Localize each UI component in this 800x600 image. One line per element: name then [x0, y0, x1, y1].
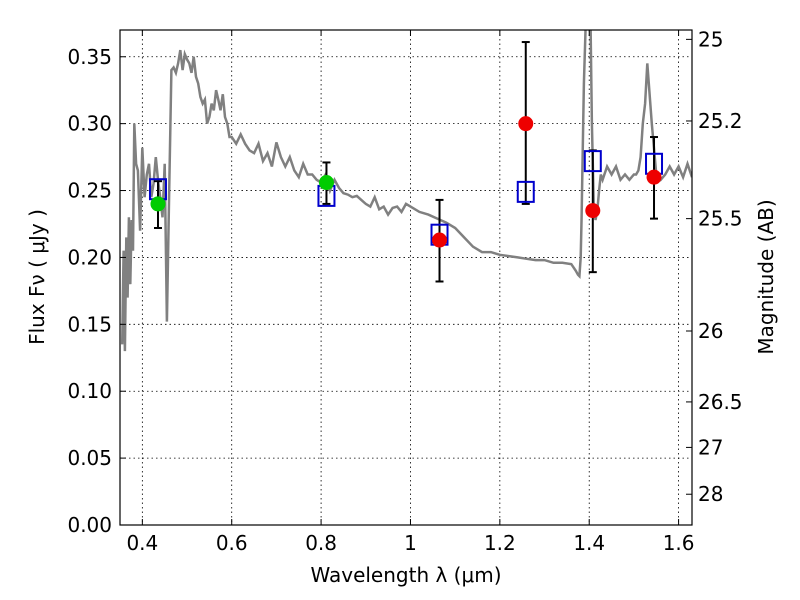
- axis-ticks: [120, 30, 692, 526]
- y2-tick-label: 25.5: [698, 207, 743, 231]
- y-axis-title: Flux Fν ( μJy ): [25, 209, 49, 345]
- y2-tick-label: 26: [698, 319, 723, 343]
- plot-area: [120, 30, 692, 352]
- spectrum-line: [120, 30, 692, 352]
- y-tick-label: 0.25: [67, 179, 112, 203]
- y-tick-label: 0.10: [67, 379, 112, 403]
- y-tick-label: 0.20: [67, 245, 112, 269]
- y-tick-label: 0.00: [67, 513, 112, 537]
- y2-axis-title: Magnitude (AB): [754, 199, 778, 354]
- x-tick-label: 0.4: [126, 531, 158, 555]
- red-point: [432, 232, 448, 248]
- x-tick-labels: 0.4 0.6 0.8 1 1.2 1.4 1.6: [126, 531, 694, 555]
- y-tick-labels: 0.00 0.05 0.10 0.15 0.20 0.25 0.30 0.35: [67, 45, 112, 537]
- x-tick-label: 0.8: [305, 531, 337, 555]
- x-tick-label: 1: [404, 531, 417, 555]
- x-tick-label: 0.6: [216, 531, 248, 555]
- y2-tick-labels: 25 25.2 25.5 26 26.5 27 28: [698, 27, 743, 506]
- data-points: [150, 116, 662, 248]
- x-tick-label: 1.2: [484, 531, 516, 555]
- y2-tick-label: 25.2: [698, 109, 743, 133]
- y2-tick-label: 28: [698, 482, 723, 506]
- green-point: [150, 196, 166, 212]
- plot-frame: [119, 29, 693, 526]
- y-tick-label: 0.15: [67, 312, 112, 336]
- red-point: [518, 116, 534, 132]
- x-tick-label: 1.4: [573, 531, 605, 555]
- green-point: [318, 175, 334, 191]
- y-tick-label: 0.30: [67, 112, 112, 136]
- y2-tick-label: 26.5: [698, 390, 743, 414]
- y2-tick-label: 25: [698, 27, 723, 51]
- x-tick-label: 1.6: [663, 531, 695, 555]
- red-point: [646, 169, 662, 185]
- y2-tick-label: 27: [698, 435, 723, 459]
- x-axis-title: Wavelength λ (μm): [310, 563, 501, 587]
- grid: [120, 30, 692, 526]
- model-box: [583, 150, 602, 173]
- y-tick-label: 0.35: [67, 45, 112, 69]
- red-point: [585, 203, 601, 219]
- model-box: [516, 180, 535, 203]
- y-tick-label: 0.05: [67, 446, 112, 470]
